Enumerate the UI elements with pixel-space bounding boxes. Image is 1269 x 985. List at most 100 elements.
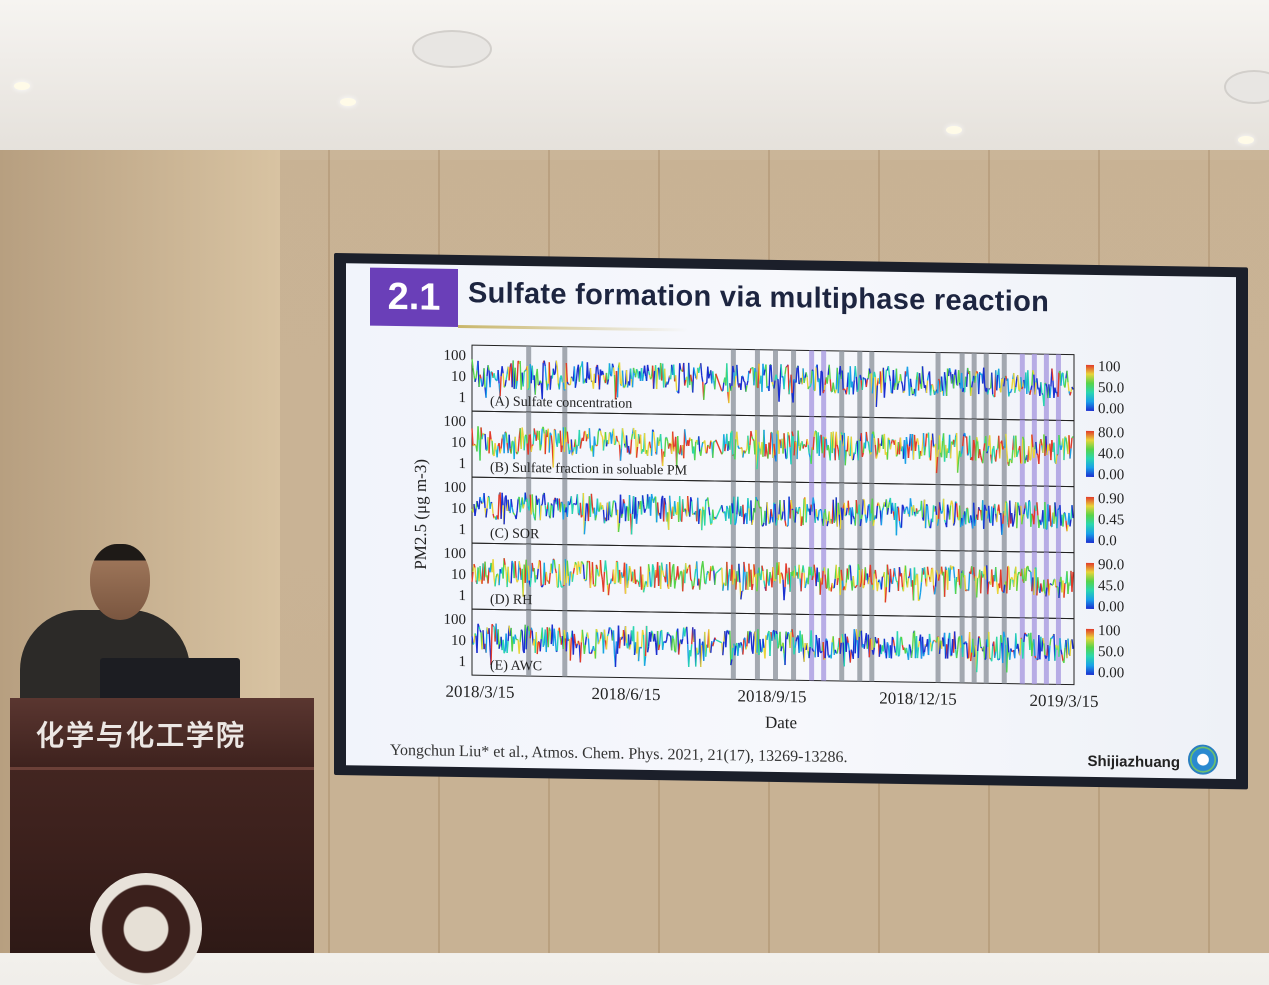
- data-segment: [852, 507, 853, 516]
- data-segment: [983, 574, 984, 577]
- data-segment: [781, 519, 782, 520]
- data-segment: [711, 441, 712, 443]
- data-segment: [1002, 590, 1003, 592]
- data-segment: [727, 506, 728, 509]
- data-segment: [857, 389, 858, 392]
- data-segment: [1061, 373, 1062, 385]
- data-segment: [489, 628, 490, 647]
- data-segment: [693, 586, 694, 590]
- data-segment: [753, 636, 754, 654]
- data-segment: [1063, 373, 1064, 385]
- data-segment: [567, 382, 568, 384]
- data-segment: [912, 394, 913, 395]
- data-segment: [500, 376, 501, 396]
- data-segment: [929, 433, 930, 458]
- data-segment: [783, 643, 784, 654]
- data-segment: [745, 451, 746, 453]
- data-segment: [873, 432, 874, 438]
- data-segment: [848, 436, 849, 454]
- data-segment: [771, 509, 772, 517]
- data-segment: [519, 642, 520, 654]
- data-segment: [1015, 387, 1016, 393]
- data-segment: [833, 500, 834, 523]
- data-segment: [630, 454, 631, 455]
- data-segment: [842, 508, 843, 520]
- data-segment: [851, 437, 852, 460]
- data-segment: [892, 503, 893, 511]
- data-segment: [627, 506, 628, 507]
- data-segment: [928, 567, 929, 575]
- data-segment: [1026, 567, 1027, 581]
- data-segment: [925, 447, 926, 456]
- data-segment: [810, 384, 811, 387]
- data-segment: [508, 500, 509, 511]
- data-segment: [532, 444, 533, 445]
- data-segment: [581, 561, 582, 562]
- data-segment: [477, 624, 478, 653]
- data-segment: [582, 562, 583, 564]
- data-segment: [507, 641, 508, 653]
- data-segment: [953, 504, 954, 525]
- data-segment: [625, 384, 626, 387]
- data-segment: [999, 369, 1000, 388]
- data-segment: [882, 507, 883, 510]
- data-segment: [649, 371, 650, 375]
- data-segment: [1070, 448, 1071, 458]
- data-segment: [583, 382, 584, 383]
- data-segment: [834, 579, 835, 588]
- data-segment: [764, 581, 765, 587]
- data-segment: [620, 448, 621, 461]
- data-segment: [670, 443, 671, 444]
- data-segment: [841, 432, 842, 435]
- data-segment: [772, 631, 773, 641]
- laptop: [100, 658, 240, 702]
- data-segment: [866, 379, 867, 387]
- data-segment: [985, 505, 986, 509]
- data-segment: [608, 627, 609, 633]
- data-segment: [534, 428, 535, 434]
- data-segment: [522, 631, 523, 651]
- ceiling-light: [14, 82, 30, 90]
- data-segment: [543, 644, 544, 647]
- data-segment: [1023, 437, 1024, 441]
- data-segment: [989, 389, 990, 390]
- data-segment: [961, 454, 962, 457]
- data-segment: [1072, 505, 1073, 518]
- data-segment: [879, 506, 880, 511]
- data-segment: [942, 376, 943, 390]
- data-segment: [846, 387, 847, 394]
- data-segment: [768, 516, 769, 524]
- data-segment: [700, 509, 701, 511]
- data-segment: [967, 437, 968, 456]
- data-segment: [495, 577, 496, 586]
- data-segment: [951, 656, 952, 657]
- data-segment: [735, 376, 736, 387]
- data-segment: [732, 648, 733, 660]
- data-segment: [555, 638, 556, 651]
- data-segment: [648, 445, 649, 456]
- data-segment: [1053, 580, 1054, 585]
- data-segment: [707, 445, 708, 453]
- data-segment: [623, 428, 624, 434]
- data-segment: [614, 501, 615, 503]
- data-segment: [692, 501, 693, 515]
- data-segment: [595, 629, 596, 659]
- colorbar-tick: 100: [1098, 623, 1120, 639]
- data-segment: [1041, 439, 1042, 446]
- data-segment: [544, 493, 545, 505]
- data-segment: [870, 452, 871, 454]
- data-segment: [833, 383, 834, 390]
- data-segment: [485, 434, 486, 450]
- data-segment: [693, 367, 694, 392]
- data-segment: [944, 499, 945, 520]
- data-segment: [543, 427, 544, 434]
- data-segment: [779, 384, 780, 402]
- data-segment: [690, 497, 691, 516]
- data-segment: [989, 506, 990, 522]
- data-segment: [715, 374, 716, 390]
- data-segment: [733, 366, 734, 372]
- data-segment: [668, 632, 669, 634]
- data-segment: [502, 366, 503, 373]
- data-segment: [520, 630, 521, 642]
- data-segment: [874, 372, 875, 377]
